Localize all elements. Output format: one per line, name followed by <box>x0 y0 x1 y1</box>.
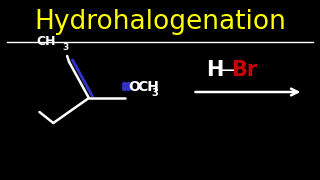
Text: Hydrohalogenation: Hydrohalogenation <box>34 9 286 35</box>
Text: Br: Br <box>231 60 257 80</box>
Text: O: O <box>128 80 140 94</box>
Text: −: − <box>220 60 236 80</box>
Text: H: H <box>206 60 223 80</box>
Text: CH: CH <box>137 80 159 94</box>
Text: CH: CH <box>37 35 56 48</box>
Text: 3: 3 <box>151 88 158 98</box>
Text: 3: 3 <box>62 43 68 52</box>
